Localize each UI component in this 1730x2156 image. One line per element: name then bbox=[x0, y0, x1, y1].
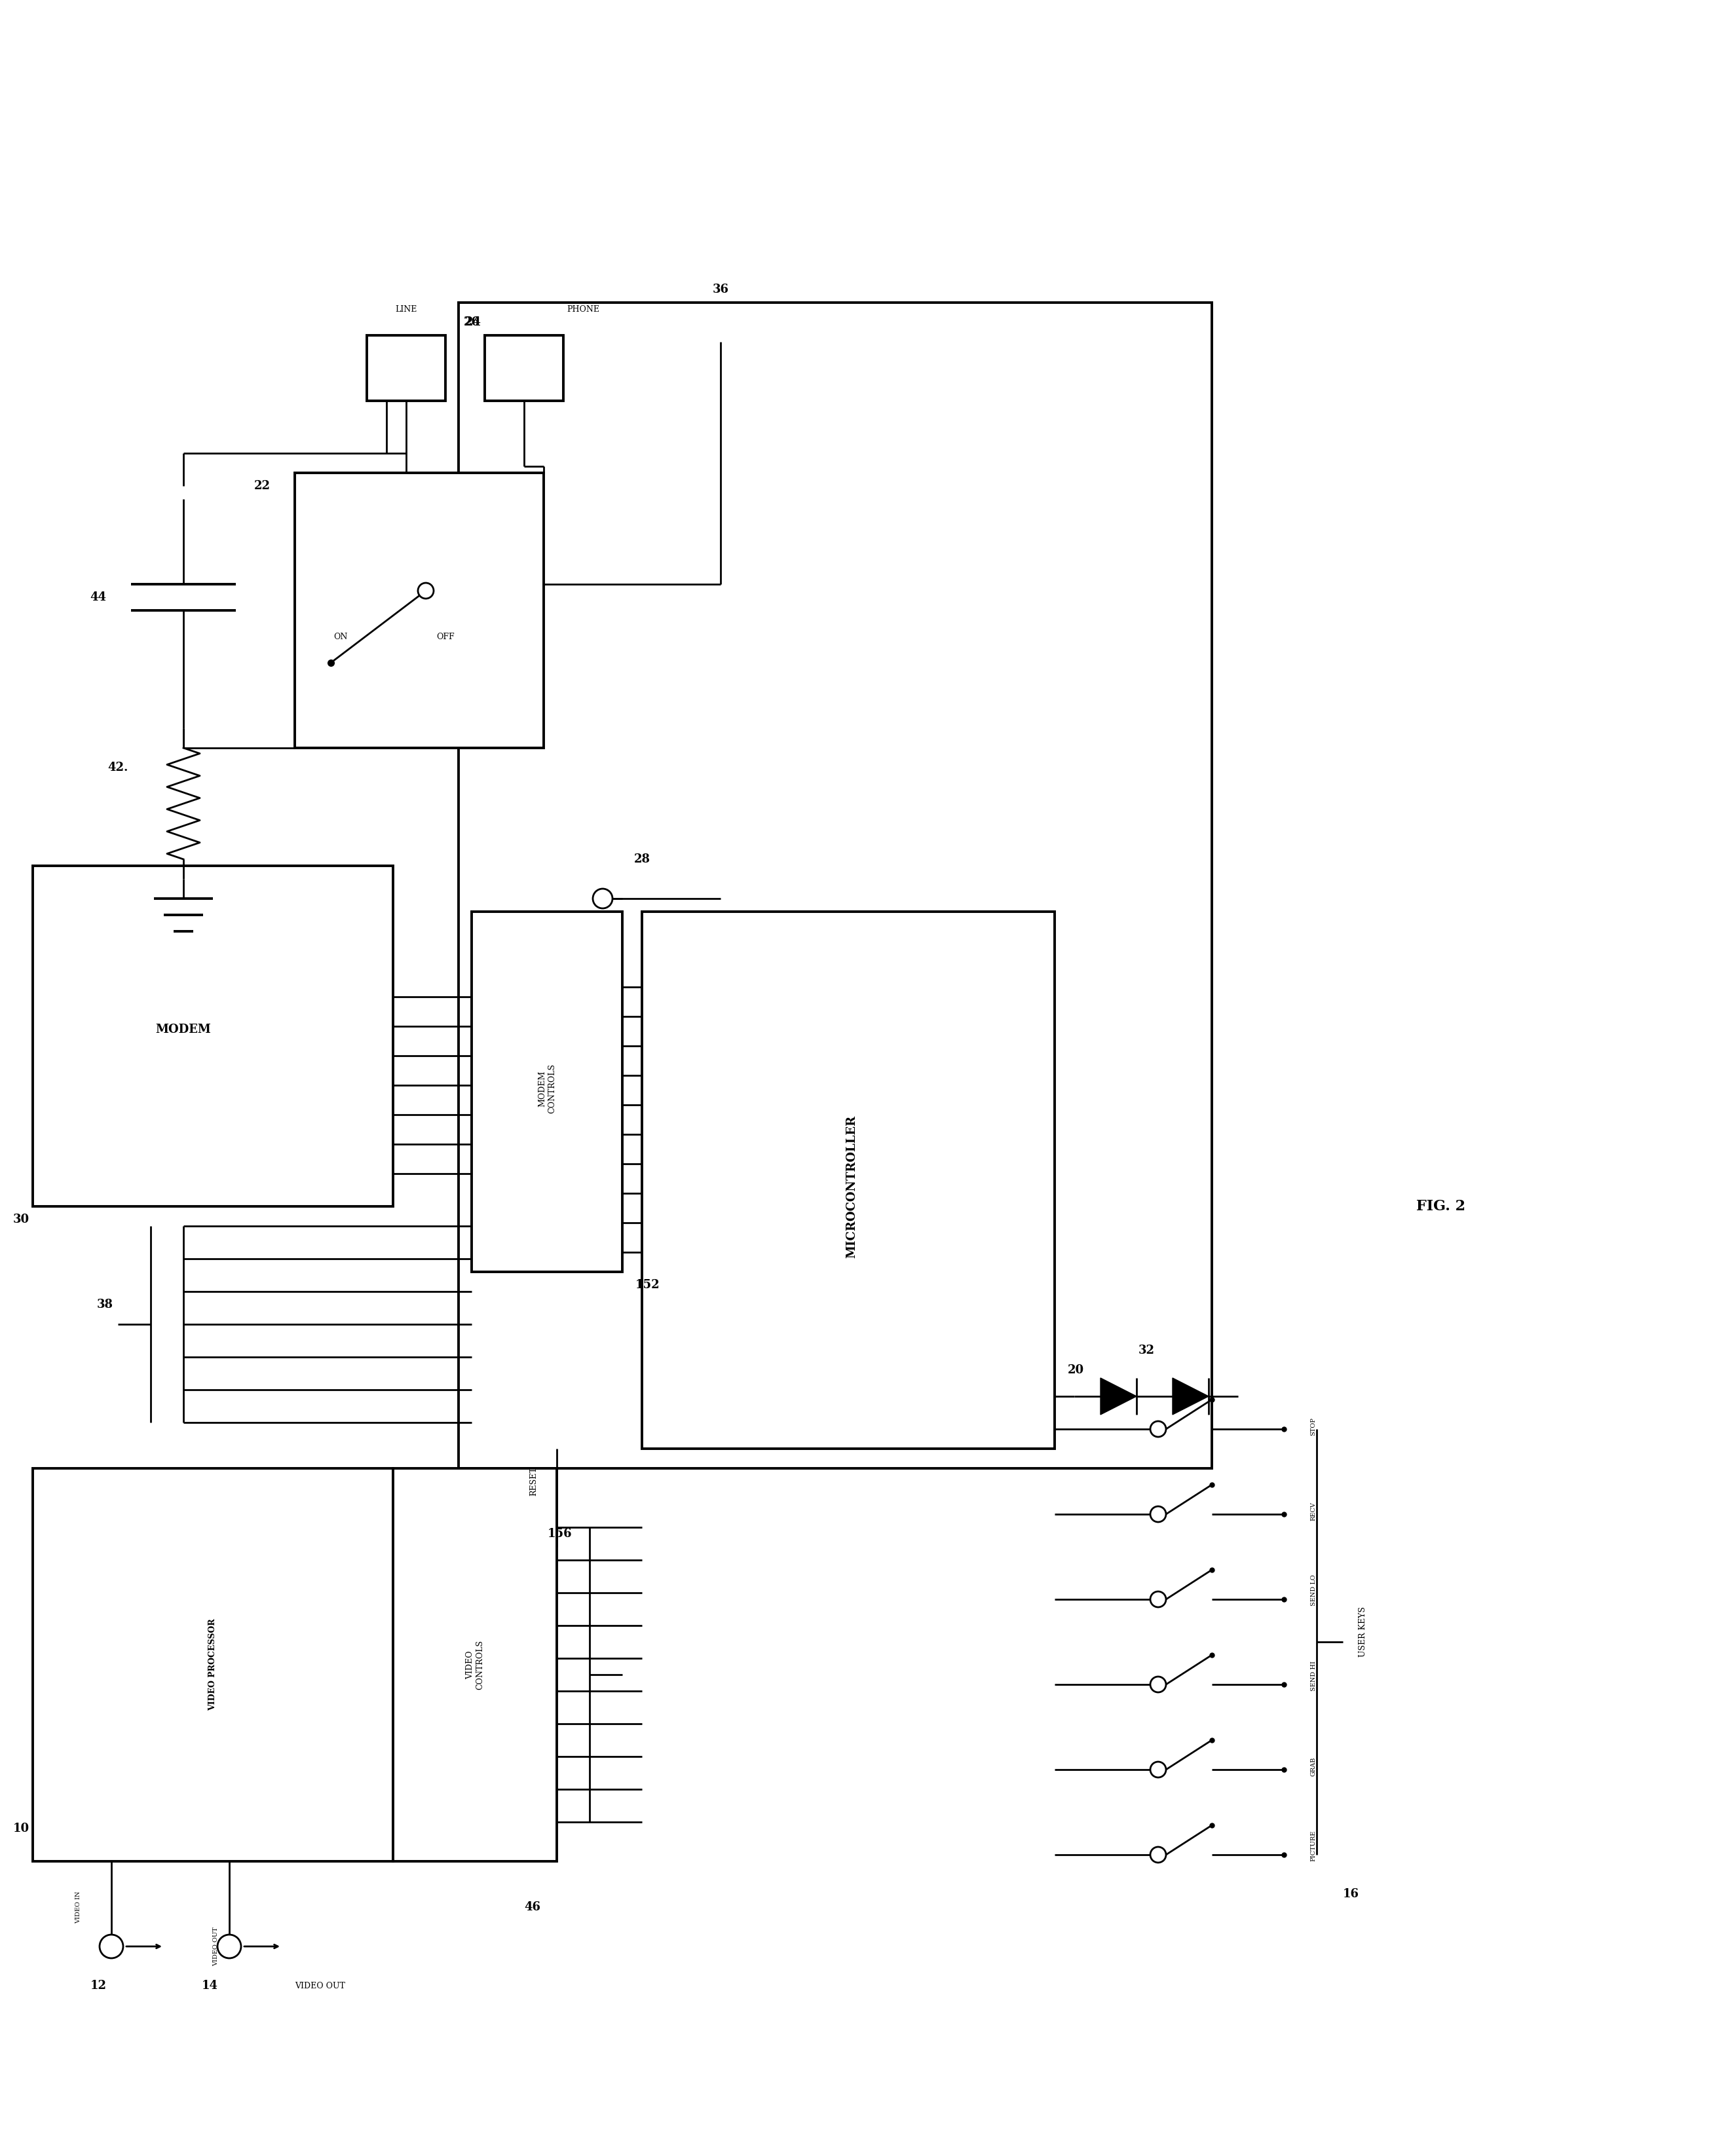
Circle shape bbox=[1150, 1591, 1166, 1606]
Text: PHONE: PHONE bbox=[567, 304, 599, 313]
Text: VIDEO
CONTROLS: VIDEO CONTROLS bbox=[465, 1641, 484, 1690]
Text: 42.: 42. bbox=[107, 761, 128, 774]
Text: 152: 152 bbox=[635, 1279, 661, 1291]
Text: 14: 14 bbox=[201, 1979, 218, 1992]
Text: VIDEO PROCESSOR: VIDEO PROCESSOR bbox=[209, 1619, 218, 1712]
Text: 28: 28 bbox=[633, 854, 650, 865]
Bar bbox=[393, 1468, 557, 1861]
Text: RESET: RESET bbox=[529, 1466, 538, 1496]
Circle shape bbox=[1150, 1848, 1166, 1863]
Text: VIDEO OUT: VIDEO OUT bbox=[213, 1927, 220, 1966]
Circle shape bbox=[100, 1934, 123, 1958]
Polygon shape bbox=[1100, 1378, 1137, 1414]
Polygon shape bbox=[1173, 1378, 1209, 1414]
Text: RECV: RECV bbox=[1310, 1503, 1317, 1520]
Text: 30: 30 bbox=[14, 1214, 29, 1225]
Text: 26: 26 bbox=[464, 317, 479, 328]
Text: PICTURE: PICTURE bbox=[1310, 1830, 1317, 1861]
Text: 38: 38 bbox=[97, 1298, 112, 1311]
Text: 24: 24 bbox=[465, 317, 481, 328]
Text: MODEM
CONTROLS: MODEM CONTROLS bbox=[538, 1063, 555, 1112]
Text: MICROCONTROLLER: MICROCONTROLLER bbox=[846, 1115, 858, 1259]
Bar bbox=[33, 867, 393, 1207]
Text: 156: 156 bbox=[548, 1529, 573, 1539]
Text: 22: 22 bbox=[254, 481, 270, 492]
Text: 16: 16 bbox=[1342, 1889, 1360, 1899]
Circle shape bbox=[1150, 1677, 1166, 1692]
Text: LINE: LINE bbox=[394, 304, 417, 313]
Text: USER KEYS: USER KEYS bbox=[1358, 1606, 1367, 1658]
Text: 12: 12 bbox=[90, 1979, 107, 1992]
Bar bbox=[458, 302, 1211, 1468]
Circle shape bbox=[1150, 1761, 1166, 1777]
Bar bbox=[484, 336, 564, 401]
Text: 32: 32 bbox=[1138, 1345, 1154, 1356]
Circle shape bbox=[1150, 1421, 1166, 1436]
Circle shape bbox=[1150, 1507, 1166, 1522]
Text: SEND LO: SEND LO bbox=[1310, 1574, 1317, 1606]
Text: SEND HI: SEND HI bbox=[1310, 1660, 1317, 1690]
Text: 10: 10 bbox=[14, 1822, 29, 1835]
Text: 44: 44 bbox=[90, 591, 107, 604]
Text: VIDEO IN: VIDEO IN bbox=[76, 1891, 81, 1923]
Text: FIG. 2: FIG. 2 bbox=[1417, 1199, 1465, 1214]
Bar bbox=[294, 472, 543, 748]
Circle shape bbox=[419, 582, 434, 599]
Bar bbox=[367, 336, 445, 401]
Text: MODEM: MODEM bbox=[156, 1024, 211, 1035]
Text: 46: 46 bbox=[524, 1902, 540, 1912]
Text: 20: 20 bbox=[1067, 1365, 1085, 1376]
Circle shape bbox=[218, 1934, 240, 1958]
Text: GRAB: GRAB bbox=[1310, 1757, 1317, 1777]
Text: ON: ON bbox=[334, 632, 348, 640]
Bar bbox=[472, 912, 623, 1272]
Circle shape bbox=[593, 888, 612, 908]
Bar bbox=[33, 1468, 393, 1861]
Text: OFF: OFF bbox=[436, 632, 455, 640]
Text: 36: 36 bbox=[713, 285, 728, 295]
Text: VIDEO OUT: VIDEO OUT bbox=[294, 1981, 344, 1990]
Bar bbox=[642, 912, 1055, 1449]
Text: STOP: STOP bbox=[1310, 1416, 1317, 1436]
